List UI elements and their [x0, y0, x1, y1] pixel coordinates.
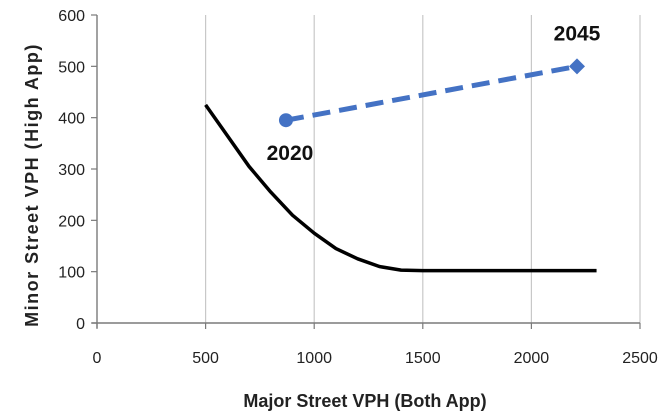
series-line-1	[204, 103, 597, 273]
series-layer	[204, 58, 597, 273]
x-tick-label: 0	[93, 350, 102, 367]
point-marker	[278, 113, 293, 128]
axis-layer: 0 100 200 300 400 500 600 0 500 1000 1500 2000 2500	[58, 8, 658, 367]
point-label: 2020	[267, 142, 314, 165]
y-tick-label: 200	[58, 213, 85, 230]
y-tick-label: 400	[58, 111, 85, 128]
y-tick-label: 500	[58, 59, 85, 76]
label-layer: 2020 2045	[267, 22, 601, 165]
y-axis-title: Minor Street VPH (High App)	[22, 43, 42, 327]
x-tick-label: 1500	[405, 350, 441, 367]
y-tick-label: 300	[58, 162, 85, 179]
x-tick-label: 500	[192, 350, 219, 367]
x-tick-label: 2000	[514, 350, 550, 367]
y-tick-label: 0	[76, 316, 85, 333]
x-tick-label: 1000	[296, 350, 332, 367]
x-axis-title: Major Street VPH (Both App)	[243, 391, 486, 411]
series-line-2	[285, 63, 578, 123]
y-tick-label: 100	[58, 265, 85, 282]
x-tick-label: 2500	[622, 350, 658, 367]
point-marker	[569, 58, 586, 75]
point-label: 2045	[554, 22, 601, 45]
y-tick-label: 600	[58, 8, 85, 25]
